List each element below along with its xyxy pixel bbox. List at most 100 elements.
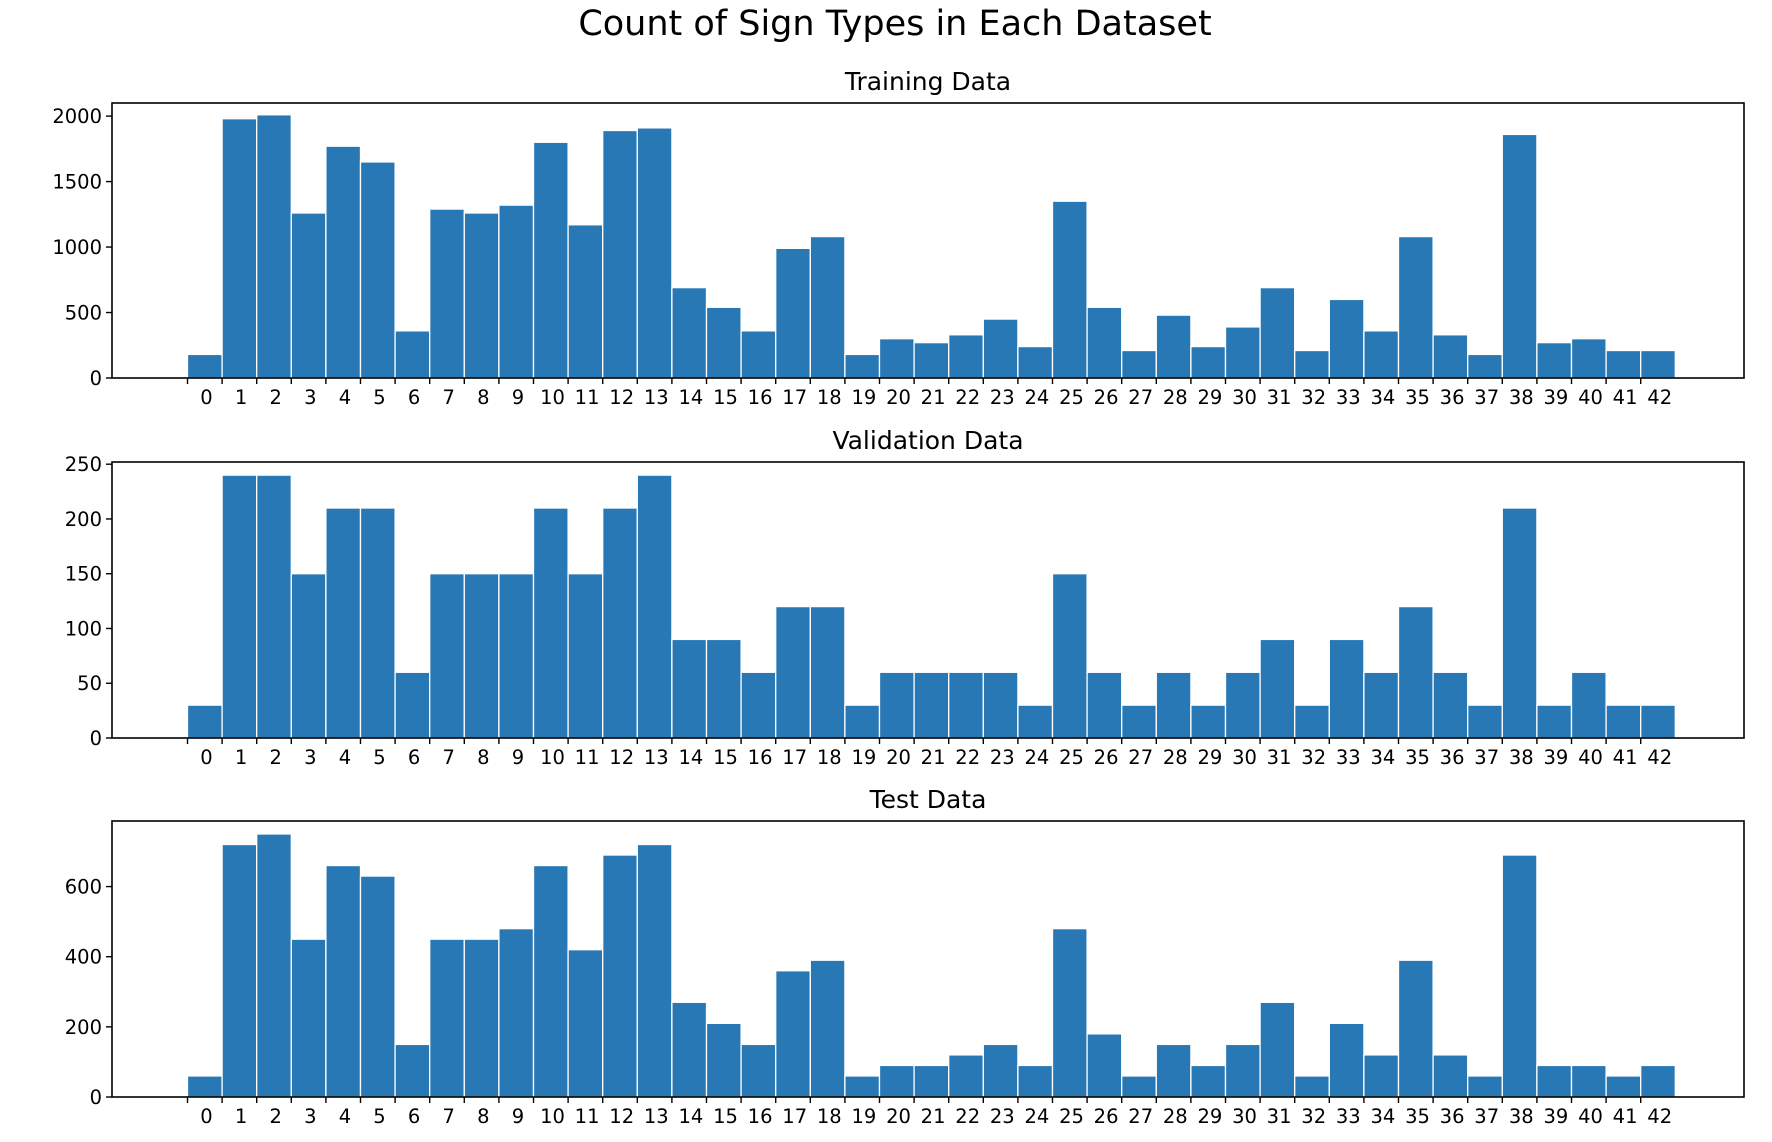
x-axis: 0 1 2 3 4 5 6 7 8 9 10 11 12 13 14 15 16 17 18 19 20 21 22 23 24… — [186, 738, 1672, 769]
bar-13 — [636, 843, 673, 1098]
x-tick-label: 38 — [1509, 1105, 1534, 1128]
bar-29 — [1190, 704, 1227, 739]
x-tick-label: 25 — [1059, 1105, 1084, 1128]
bar-18 — [809, 959, 846, 1098]
x-tick-label: 20 — [886, 746, 911, 769]
bar-15 — [705, 638, 742, 739]
x-tick-label: 24 — [1024, 746, 1049, 769]
y-tick-label: 1500 — [52, 171, 102, 194]
bar-39 — [1536, 704, 1573, 739]
x-tick-label: 11 — [575, 746, 600, 769]
x-tick-label: 28 — [1163, 1105, 1188, 1128]
bar-9 — [498, 928, 535, 1098]
x-tick-label: 30 — [1232, 386, 1257, 409]
x-tick-label: 35 — [1405, 386, 1430, 409]
y-tick-label: 150 — [65, 563, 102, 586]
bar-34 — [1363, 1054, 1400, 1098]
bar-21 — [913, 671, 950, 739]
bar-9 — [498, 573, 535, 739]
x-tick-label: 0 — [200, 386, 212, 409]
x-tick-label: 33 — [1336, 746, 1361, 769]
x-tick-label: 8 — [477, 386, 489, 409]
bar-33 — [1328, 1022, 1365, 1098]
x-tick-label: 36 — [1440, 386, 1465, 409]
bar-34 — [1363, 671, 1400, 739]
x-tick-label: 19 — [851, 1105, 876, 1128]
bar-35 — [1397, 235, 1434, 379]
bar-14 — [671, 1001, 708, 1098]
x-tick-label: 34 — [1370, 1105, 1395, 1128]
bar-16 — [740, 330, 777, 379]
x-tick-label: 28 — [1163, 386, 1188, 409]
bar-6 — [394, 330, 431, 379]
x-tick-label: 34 — [1370, 386, 1395, 409]
x-tick-label: 23 — [990, 386, 1015, 409]
bars — [186, 114, 1676, 379]
bar-36 — [1432, 334, 1469, 379]
bar-42 — [1640, 1064, 1676, 1098]
axes-frame — [111, 461, 1745, 739]
x-tick-label: 29 — [1197, 386, 1222, 409]
bar-0 — [186, 704, 223, 739]
bars — [186, 833, 1676, 1098]
bar-22 — [948, 671, 984, 739]
bar-3 — [290, 212, 327, 379]
bar-13 — [636, 127, 673, 379]
x-tick-label: 11 — [575, 1105, 600, 1128]
x-tick-label: 41 — [1613, 746, 1638, 769]
x-tick-label: 13 — [644, 1105, 669, 1128]
bar-3 — [290, 573, 327, 739]
bar-0 — [186, 353, 223, 379]
x-tick-label: 35 — [1405, 1105, 1430, 1128]
x-tick-label: 1 — [235, 1105, 247, 1128]
x-tick-label: 39 — [1543, 1105, 1568, 1128]
x-tick-label: 21 — [921, 1105, 946, 1128]
bar-32 — [1294, 1075, 1330, 1098]
bar-30 — [1224, 326, 1261, 379]
bar-7 — [429, 208, 465, 379]
bar-19 — [844, 353, 881, 379]
x-tick-label: 2 — [269, 1105, 281, 1128]
x-tick-label: 29 — [1197, 1105, 1222, 1128]
x-tick-label: 30 — [1232, 1105, 1257, 1128]
x-tick-label: 12 — [609, 386, 634, 409]
x-tick-label: 18 — [817, 386, 842, 409]
y-tick-label: 100 — [65, 617, 102, 640]
bar-20 — [878, 671, 915, 739]
bar-37 — [1467, 1075, 1503, 1098]
x-tick-label: 36 — [1440, 1105, 1465, 1128]
x-tick-label: 27 — [1128, 386, 1153, 409]
x-tick-label: 37 — [1474, 746, 1499, 769]
x-tick-label: 9 — [512, 746, 524, 769]
bar-40 — [1570, 671, 1607, 739]
bar-40 — [1570, 338, 1607, 379]
x-tick-label: 25 — [1059, 746, 1084, 769]
bar-36 — [1432, 671, 1469, 739]
x-tick-label: 10 — [540, 746, 565, 769]
bar-26 — [1086, 671, 1123, 739]
bar-9 — [498, 204, 535, 379]
subplot-title: Validation Data — [832, 426, 1023, 455]
bar-15 — [705, 306, 742, 379]
y-tick-label: 0 — [90, 1086, 102, 1109]
bar-17 — [775, 605, 811, 739]
x-tick-label: 14 — [678, 386, 703, 409]
y-tick-label: 0 — [90, 727, 102, 750]
bar-33 — [1328, 638, 1365, 739]
bar-23 — [982, 1043, 1019, 1098]
bar-35 — [1397, 959, 1434, 1098]
x-tick-label: 15 — [713, 1105, 738, 1128]
bar-35 — [1397, 605, 1434, 739]
x-tick-label: 17 — [782, 386, 807, 409]
x-tick-label: 22 — [955, 746, 980, 769]
x-tick-label: 14 — [678, 746, 703, 769]
bar-1 — [221, 118, 258, 379]
x-tick-label: 36 — [1440, 746, 1465, 769]
bar-10 — [532, 141, 569, 379]
x-tick-label: 19 — [851, 746, 876, 769]
bar-5 — [359, 875, 396, 1098]
x-tick-label: 13 — [644, 746, 669, 769]
x-tick-label: 22 — [955, 1105, 980, 1128]
